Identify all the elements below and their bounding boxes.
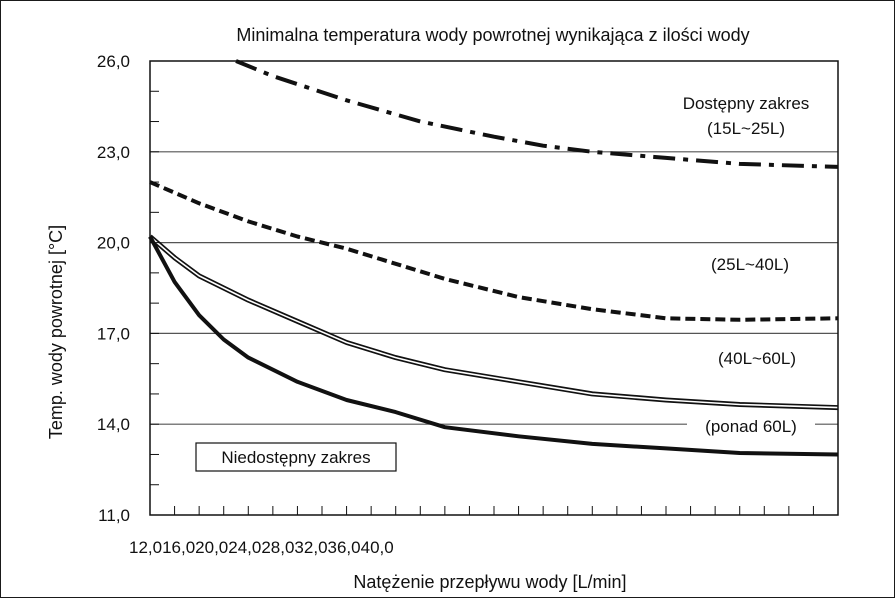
axis-layer: 26,0 23,0 20,0 17,0 14,0 11,0 [97, 52, 839, 525]
annotation-available-range: Dostępny zakres [683, 94, 810, 113]
series-layer [148, 59, 839, 457]
annotation-unavailable-range: Niedostępny zakres [221, 448, 370, 467]
annotation-range-25-40: (25L~40L) [711, 255, 789, 274]
y-tick-label-3: 17,0 [97, 324, 130, 343]
grid-layer [150, 151, 838, 425]
y-axis-label: Temp. wody powrotnej [°C] [46, 225, 66, 439]
annotation-range-over-60: (ponad 60L) [705, 417, 797, 436]
label-layer: Minimalna temperatura wody powrotnej wyn… [46, 25, 815, 592]
plot-area-border [149, 60, 839, 516]
chart-title: Minimalna temperatura wody powrotnej wyn… [236, 25, 749, 45]
series-line-over-60 [148, 235, 839, 457]
x-tick-labels: 12,016,020,024,028,032,036,040,0 [129, 538, 394, 557]
annotation-range-40-60: (40L~60L) [718, 349, 796, 368]
series-line-15-25 [235, 59, 839, 169]
series-line-40-60-inner [149, 235, 839, 409]
y-tick-label-0: 26,0 [97, 52, 130, 71]
annotation-over60-bg [687, 413, 815, 438]
y-tick-label-5: 11,0 [98, 506, 130, 525]
unavailable-range-box [195, 442, 397, 472]
series-line-25-40 [149, 180, 839, 322]
x-axis-label: Natężenie przepływu wody [L/min] [353, 572, 626, 592]
y-tick-label-4: 14,0 [97, 415, 130, 434]
y-tick-label-1: 23,0 [97, 143, 130, 162]
y-tick-label-2: 20,0 [97, 234, 130, 253]
annotation-range-15-25: (15L~25L) [707, 119, 785, 138]
